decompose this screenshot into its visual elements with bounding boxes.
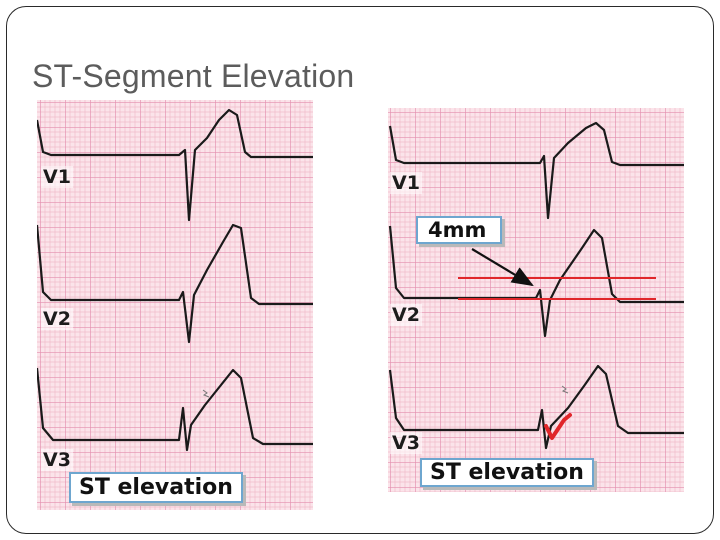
- measurement-callout: 4mm: [416, 216, 503, 244]
- ecg-trace-v2-right: [388, 225, 684, 338]
- ecg-trace-v1-right: [388, 121, 684, 220]
- st-elevation-caption-left: ST elevation: [69, 472, 243, 503]
- ecg-grid-right: [388, 108, 684, 492]
- lead-label-v2-left: V2: [41, 308, 73, 330]
- st-segment-highlight: [544, 413, 572, 440]
- ecg-trace-v2-left: [37, 223, 313, 344]
- slide-title: ST-Segment Elevation: [32, 58, 355, 94]
- ecg-trace-v1-left: [37, 108, 313, 222]
- ecg-panel-left: V1 V2 V3 ST elevation: [37, 100, 313, 510]
- ecg-trace-v3-right: [388, 364, 684, 450]
- lead-label-v1-right: V1: [390, 172, 422, 194]
- ecg-grid-left: [37, 100, 313, 510]
- lead-label-v3-right: V3: [390, 432, 422, 454]
- lead-label-v2-right: V2: [390, 304, 422, 326]
- lead-label-v1-left: V1: [41, 166, 73, 188]
- lead-label-v3-left: V3: [41, 449, 73, 471]
- ecg-panel-right: V1 V2 V3 4mm ST elevation: [388, 108, 684, 492]
- measurement-arrow: [471, 248, 534, 287]
- st-elevation-caption-right: ST elevation: [420, 458, 594, 487]
- ecg-trace-v3-left: [37, 367, 313, 452]
